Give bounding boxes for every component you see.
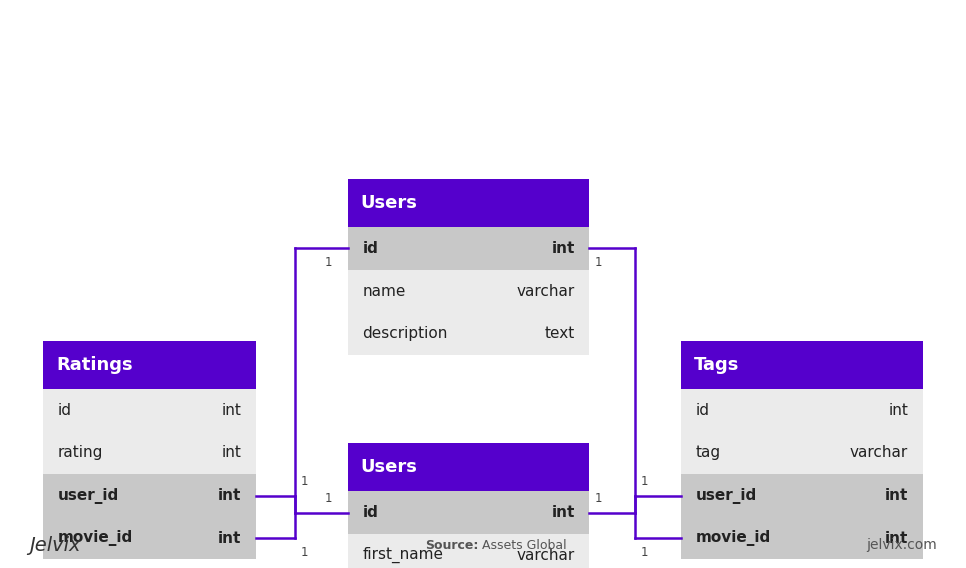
Text: Users: Users bbox=[360, 458, 417, 476]
Text: first_name: first_name bbox=[362, 547, 443, 563]
Text: Tags: Tags bbox=[694, 356, 739, 374]
Text: tag: tag bbox=[696, 445, 721, 461]
Text: int: int bbox=[221, 403, 242, 418]
Text: Ratings: Ratings bbox=[56, 356, 132, 374]
Text: user_id: user_id bbox=[696, 487, 756, 504]
Bar bbox=[43, 474, 256, 517]
Text: movie_id: movie_id bbox=[58, 530, 133, 546]
Text: Jelvix: Jelvix bbox=[29, 536, 80, 555]
Bar bbox=[348, 270, 589, 312]
Text: int: int bbox=[885, 488, 908, 503]
Text: id: id bbox=[58, 403, 71, 418]
Bar bbox=[43, 432, 256, 474]
Text: int: int bbox=[221, 445, 242, 461]
Bar bbox=[348, 179, 589, 227]
Text: Assets Global: Assets Global bbox=[478, 539, 567, 552]
Bar bbox=[681, 341, 923, 389]
Text: int: int bbox=[218, 488, 242, 503]
Text: 1: 1 bbox=[641, 475, 648, 488]
Text: id: id bbox=[362, 241, 378, 256]
Text: varchar: varchar bbox=[517, 548, 575, 563]
Text: user_id: user_id bbox=[58, 487, 119, 504]
Text: 1: 1 bbox=[325, 492, 332, 505]
Bar bbox=[681, 389, 923, 432]
Bar bbox=[681, 432, 923, 474]
Text: 1: 1 bbox=[595, 256, 603, 269]
Text: 1: 1 bbox=[325, 256, 332, 269]
Text: varchar: varchar bbox=[850, 445, 908, 461]
Text: int: int bbox=[888, 403, 908, 418]
Bar bbox=[43, 517, 256, 559]
Text: varchar: varchar bbox=[517, 283, 575, 299]
Bar bbox=[681, 517, 923, 559]
Bar bbox=[348, 227, 589, 270]
Bar bbox=[348, 443, 589, 491]
Text: int: int bbox=[552, 505, 575, 520]
Text: description: description bbox=[362, 326, 447, 341]
Text: Source:: Source: bbox=[425, 539, 478, 552]
Text: Users: Users bbox=[360, 194, 417, 212]
Text: id: id bbox=[696, 403, 709, 418]
Text: int: int bbox=[552, 241, 575, 256]
Text: 1: 1 bbox=[641, 546, 648, 559]
Bar bbox=[348, 312, 589, 355]
Text: jelvix.com: jelvix.com bbox=[867, 538, 937, 552]
Text: id: id bbox=[362, 505, 378, 520]
Text: int: int bbox=[218, 531, 242, 546]
Text: 1: 1 bbox=[595, 492, 603, 505]
Bar bbox=[43, 389, 256, 432]
Text: 1: 1 bbox=[300, 546, 308, 559]
Text: text: text bbox=[545, 326, 575, 341]
Text: rating: rating bbox=[58, 445, 103, 461]
Text: int: int bbox=[885, 531, 908, 546]
Bar bbox=[43, 341, 256, 389]
Text: 1: 1 bbox=[300, 475, 308, 488]
Bar bbox=[348, 491, 589, 534]
Bar bbox=[681, 474, 923, 517]
Text: name: name bbox=[362, 283, 406, 299]
Text: movie_id: movie_id bbox=[696, 530, 771, 546]
Bar bbox=[348, 534, 589, 568]
